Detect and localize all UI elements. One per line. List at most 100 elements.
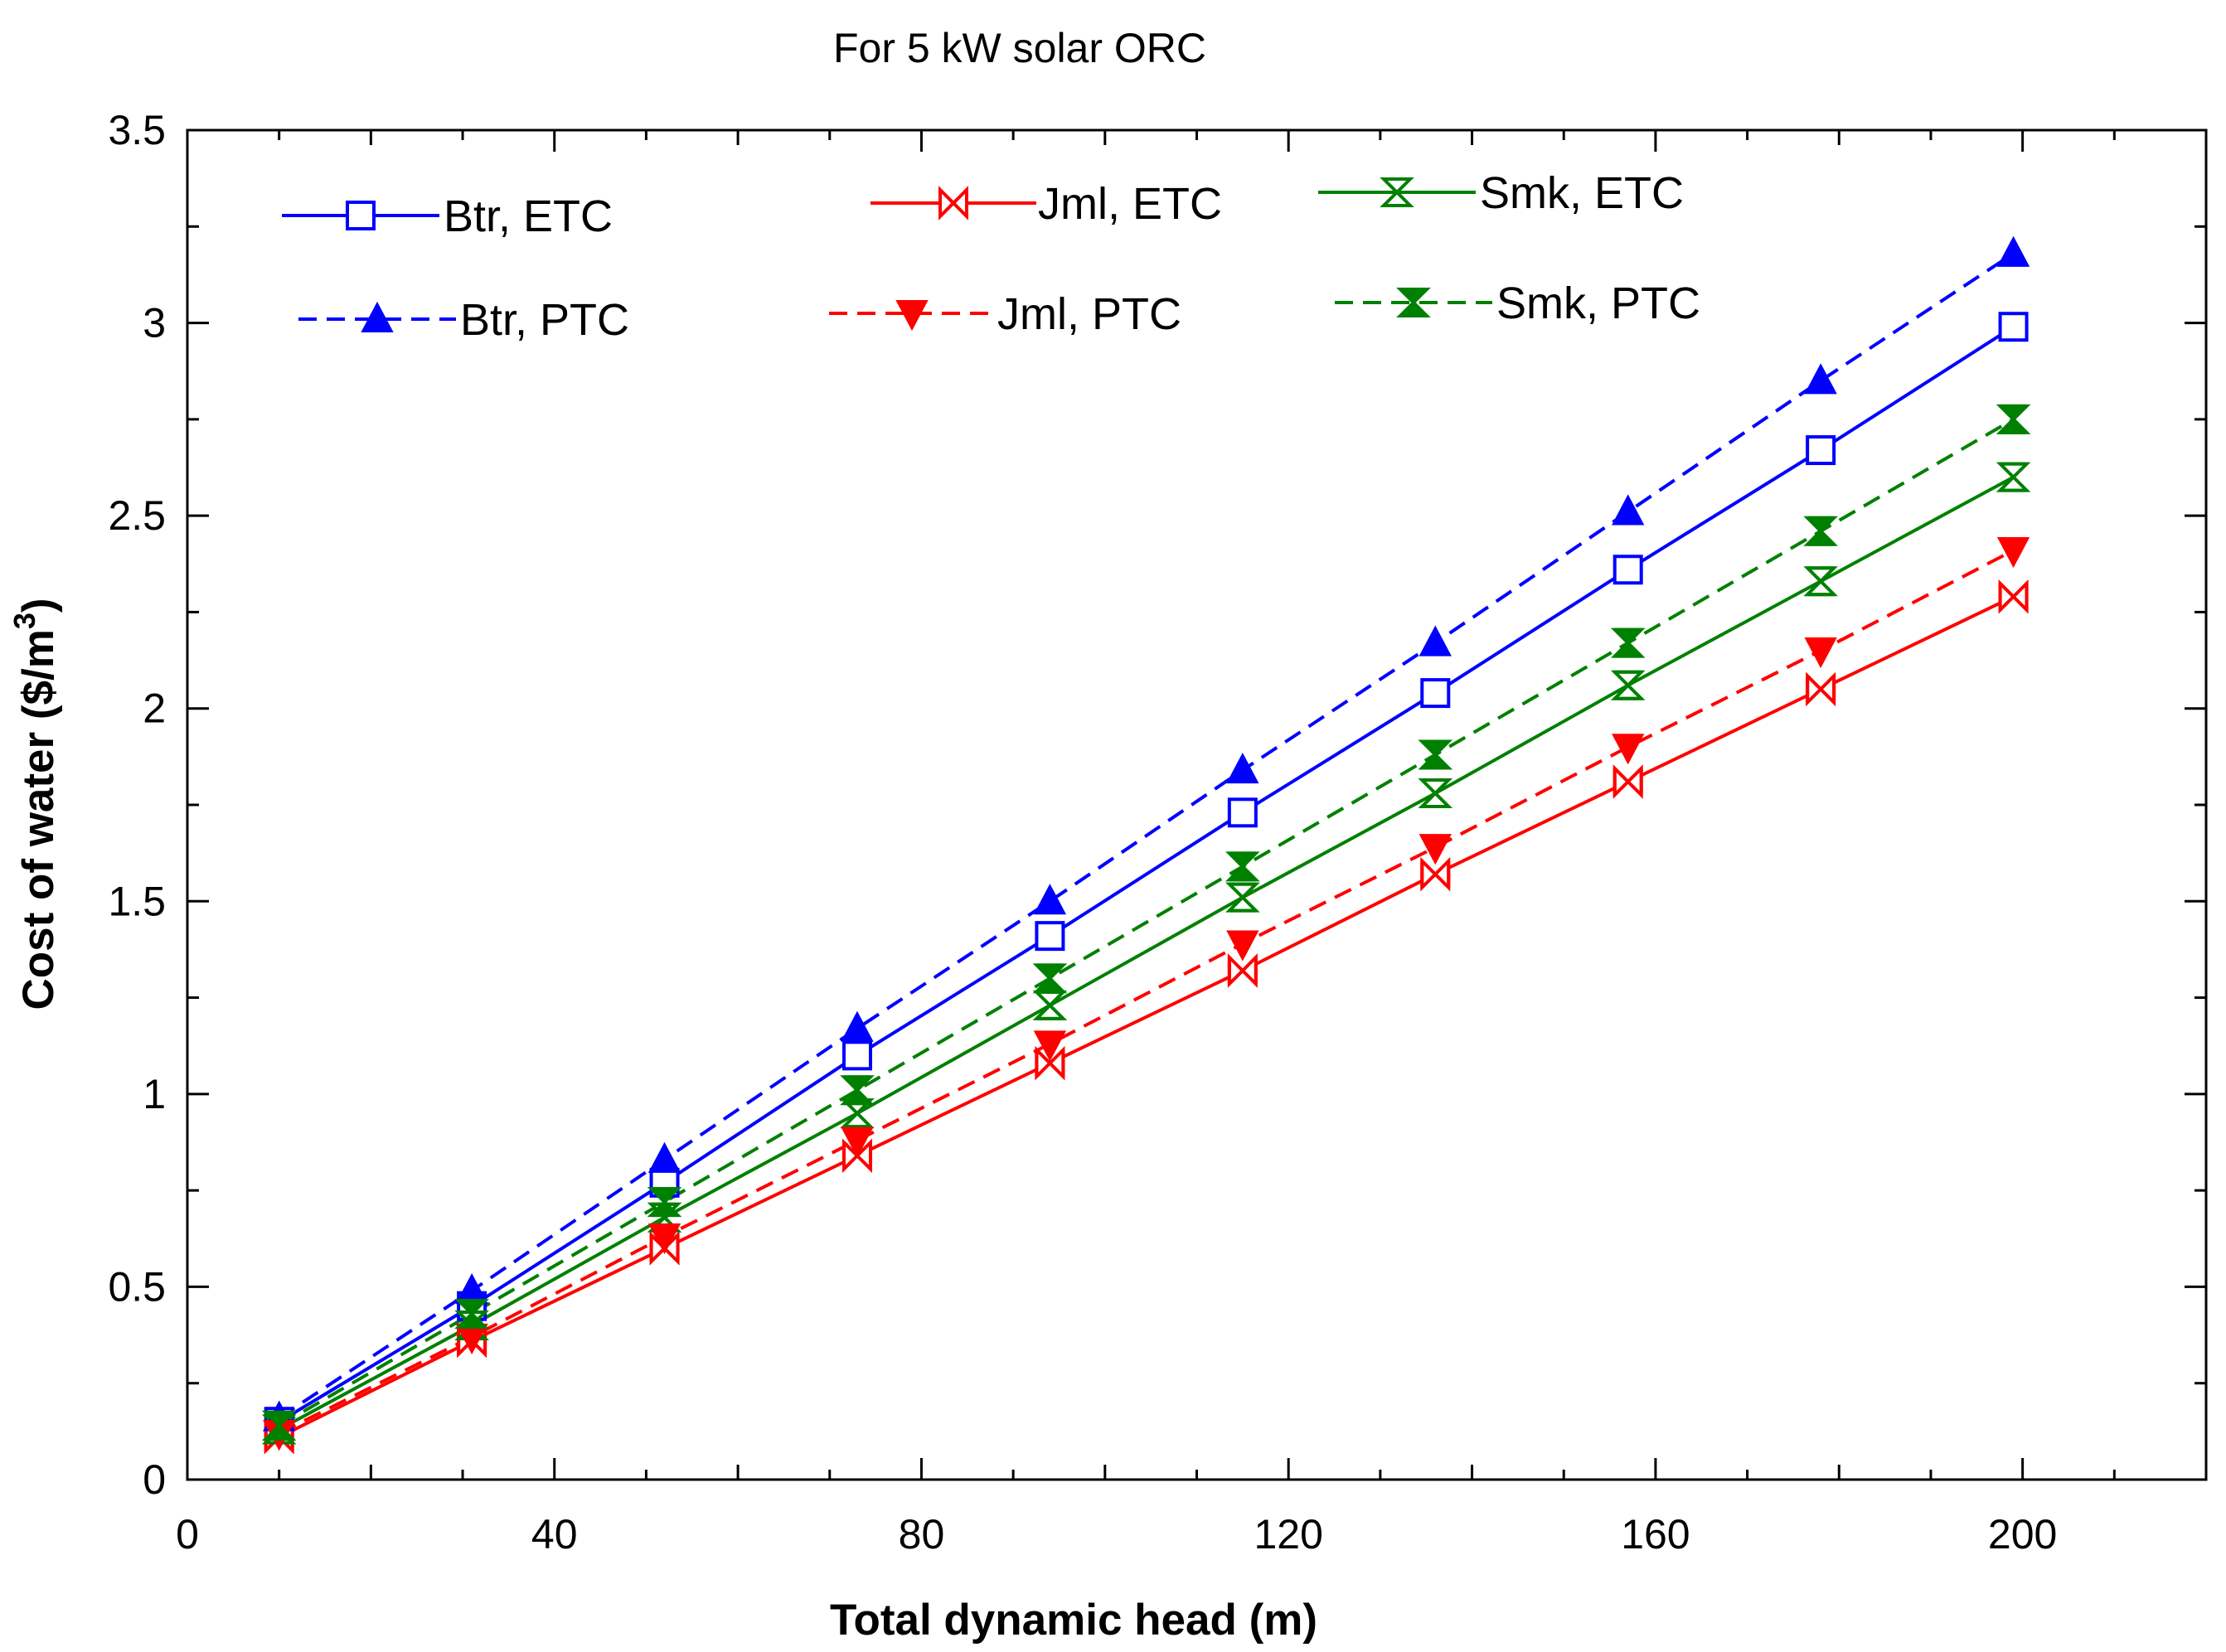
marker-hourglass (1996, 462, 2031, 492)
series-line (278, 418, 2015, 1427)
data-point (840, 1075, 875, 1106)
data-point (1998, 579, 2029, 614)
marker-triangle-up (1612, 494, 1645, 526)
data-point (1998, 312, 2029, 342)
series-line (278, 325, 2015, 1423)
x-axis-ticks (278, 130, 2116, 1480)
data-point (1803, 516, 1838, 546)
data-point (1035, 1045, 1065, 1081)
marker-hourglass (647, 1187, 682, 1218)
x-tick-label: 40 (531, 1511, 578, 1558)
y-tick-label: 0 (143, 1456, 166, 1503)
data-point (1420, 856, 1451, 892)
marker-triangle-up (455, 1272, 488, 1305)
y-axis-label-suffix: ) (14, 598, 63, 613)
data-point (1804, 637, 1837, 669)
y-tick-label: 1 (143, 1071, 166, 1117)
legend-label: Jml, PTC (997, 289, 1181, 339)
data-point (1996, 404, 2031, 434)
legend-item: Smk, PTC (1335, 279, 1700, 328)
marker-triangle-up (841, 1010, 874, 1042)
data-point (1804, 363, 1837, 395)
legend: Btr, ETC Jml, ETC Smk, ETC Btr, PTC Jml, PTC… (282, 168, 1700, 345)
marker-hourglass (1225, 882, 1260, 913)
series-line (278, 595, 2015, 1439)
marker-hourglass (1610, 670, 1646, 700)
marker-triangle-up (1996, 235, 2030, 267)
data-point (1996, 537, 2030, 569)
data-point (895, 300, 929, 332)
marker-square (1227, 797, 1258, 828)
legend-label: Smk, PTC (1496, 279, 1700, 328)
data-point (1396, 288, 1431, 317)
marker-triangle-up (647, 1141, 681, 1173)
legend-label: Jml, ETC (1038, 179, 1222, 229)
marker-triangle-up (1419, 625, 1452, 656)
data-point (1612, 494, 1645, 526)
marker-hourglass (840, 1075, 875, 1106)
y-axis-label: Cost of water ($/m3) (7, 598, 63, 1010)
y-tick-label: 2.5 (108, 492, 166, 539)
marker-bowtie (1806, 671, 1836, 707)
marker-triangle-up (361, 301, 394, 332)
data-point (841, 1126, 874, 1158)
legend-label: Btr, ETC (444, 191, 613, 241)
data-point (1226, 752, 1259, 784)
marker-bowtie (1998, 579, 2029, 614)
marker-square (841, 1040, 872, 1071)
marker-bowtie (1420, 856, 1451, 892)
marker-triangle-down (647, 1223, 681, 1255)
y-tick-label: 1.5 (108, 878, 166, 924)
data-point (1420, 678, 1451, 709)
x-tick-label: 200 (1988, 1511, 2057, 1558)
marker-square (1035, 921, 1065, 952)
series-line (278, 475, 2015, 1432)
y-axis-tick-labels: 0 0.5 1 1.5 2 2.5 3 3.5 (108, 107, 166, 1503)
data-point (1226, 930, 1259, 962)
marker-triangle-down (1996, 537, 2030, 569)
data-point (1610, 627, 1646, 658)
data-point (1610, 670, 1646, 700)
y-axis-label-text: Cost of water ($/m (14, 629, 63, 1010)
legend-item: Btr, ETC (282, 191, 613, 241)
legend-item: Jml, ETC (871, 179, 1222, 229)
data-point (1033, 884, 1067, 915)
marker-bowtie (1613, 764, 1643, 799)
y-tick-label: 2 (143, 686, 166, 732)
data-point (261, 1410, 297, 1441)
chart-title: For 5 kW solar ORC (833, 25, 1206, 71)
data-point (1806, 671, 1836, 707)
data-point (841, 1010, 874, 1042)
y-axis-label-superscript: 3 (7, 613, 41, 629)
series-line (278, 252, 2015, 1420)
data-point (454, 1298, 489, 1329)
y-tick-label: 3 (143, 300, 166, 346)
marker-hourglass (1418, 739, 1453, 770)
marker-bowtie (1227, 953, 1258, 988)
x-tick-label: 80 (899, 1511, 945, 1558)
marker-square (1998, 312, 2029, 342)
data-point (1032, 990, 1068, 1020)
marker-triangle-up (1226, 752, 1259, 784)
data-point (1227, 953, 1258, 988)
data-point (1418, 778, 1453, 809)
marker-triangle-down (841, 1126, 874, 1158)
data-point (1035, 921, 1065, 952)
marker-hourglass (1803, 566, 1838, 597)
x-axis-label: Total dynamic head (m) (830, 1596, 1317, 1645)
data-point (1418, 739, 1453, 770)
data-point (455, 1272, 488, 1305)
legend-label: Btr, PTC (460, 295, 629, 345)
series-line (278, 549, 2015, 1435)
x-tick-label: 160 (1621, 1511, 1690, 1558)
legend-label: Smk, ETC (1480, 168, 1684, 218)
data-point (938, 186, 968, 220)
marker-triangle-down (1226, 930, 1259, 962)
data-point (647, 1223, 681, 1255)
y-tick-label: 0.5 (108, 1263, 166, 1310)
data-point (1032, 963, 1068, 994)
data-point (1803, 566, 1838, 597)
data-point (361, 301, 394, 332)
marker-square (1420, 678, 1451, 709)
